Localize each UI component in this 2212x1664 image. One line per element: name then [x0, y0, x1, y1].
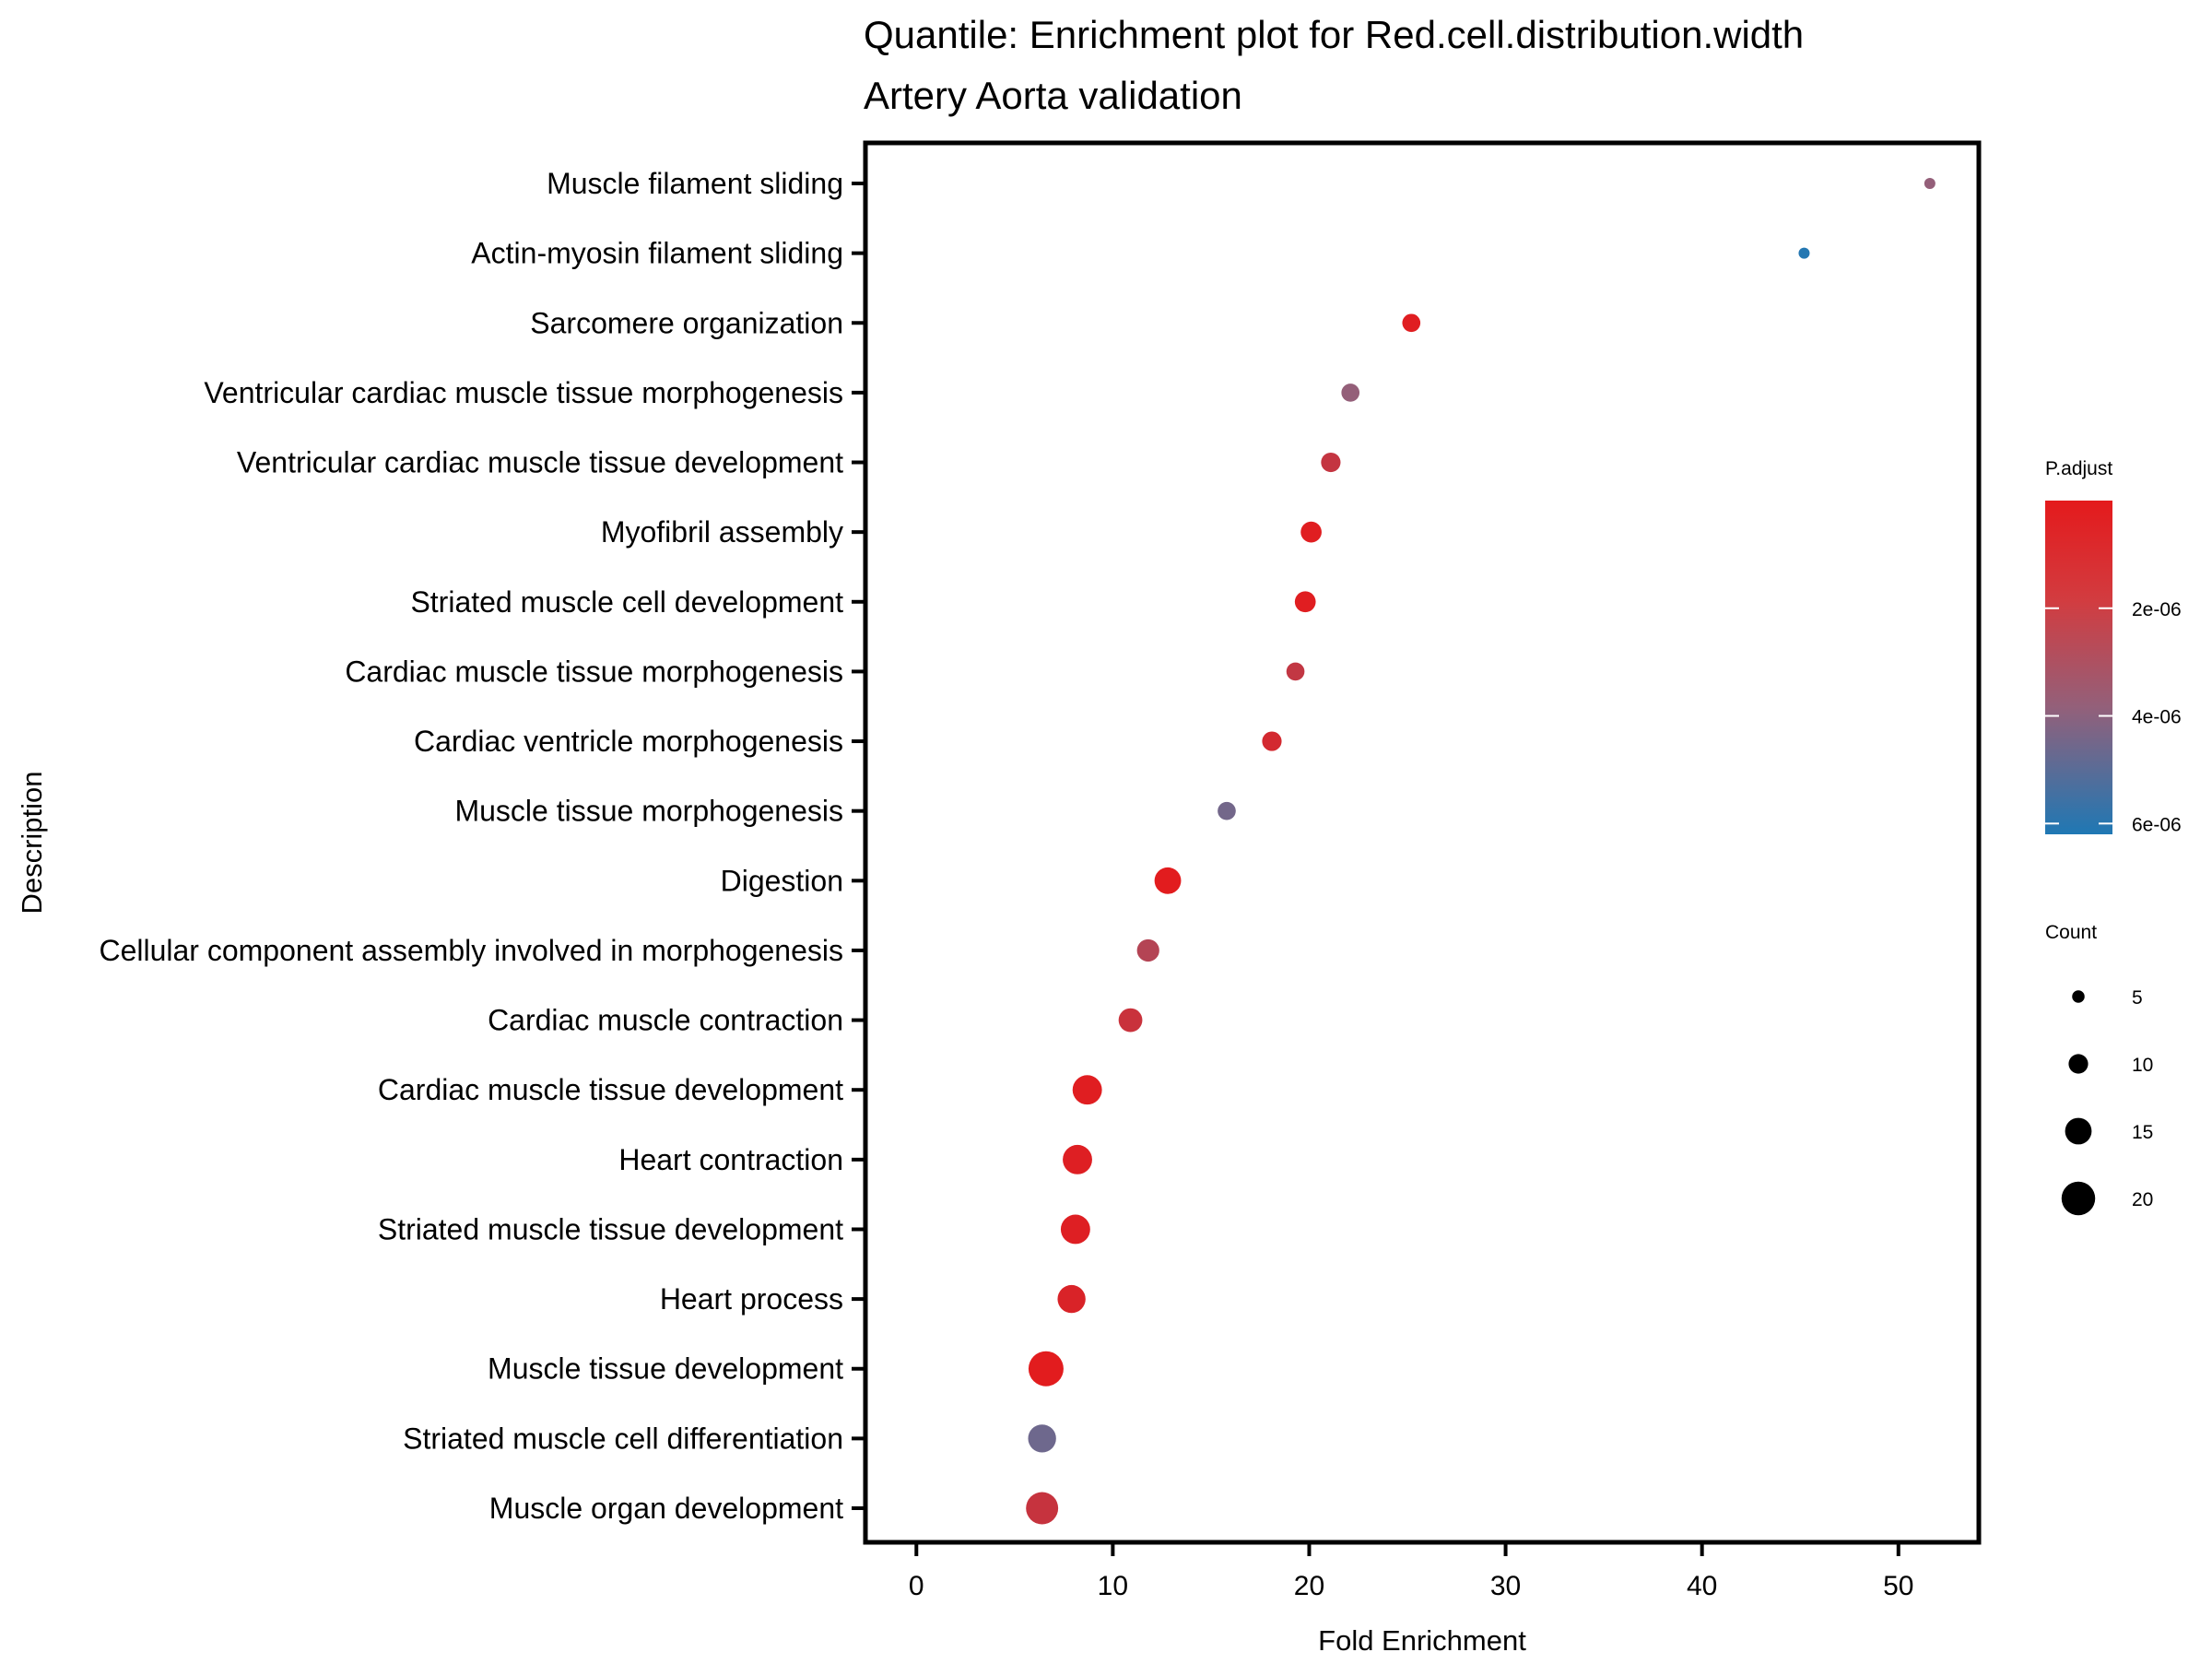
data-points	[1026, 178, 1936, 1525]
y-tick-label: Myofibril assembly	[601, 515, 843, 549]
enrichment-point	[1028, 1351, 1064, 1387]
y-tick-label: Muscle organ development	[489, 1492, 843, 1525]
enrichment-point	[1798, 247, 1810, 259]
enrichment-point	[1060, 1214, 1090, 1245]
size-legend-label: 10	[2132, 1055, 2153, 1076]
enrichment-point	[1118, 1008, 1143, 1033]
color-legend: P.adjust 2e-06 4e-06 6e-06	[2045, 458, 2182, 835]
y-tick-label: Cardiac muscle tissue morphogenesis	[345, 655, 843, 688]
color-legend-title: P.adjust	[2045, 458, 2112, 479]
plot-panel-border	[863, 140, 1982, 1545]
x-tick-label: 0	[909, 1571, 924, 1601]
enrichment-point	[1057, 1284, 1086, 1314]
color-legend-label: 2e-06	[2132, 599, 2182, 620]
enrichment-point	[1063, 1144, 1092, 1174]
chart-subtitle: Artery Aorta validation	[864, 74, 1242, 117]
y-tick-label: Ventricular cardiac muscle tissue develo…	[237, 446, 843, 479]
enrichment-point	[1154, 867, 1182, 894]
x-tick-label: 50	[1883, 1571, 1913, 1601]
color-legend-label: 6e-06	[2132, 814, 2182, 835]
enrichment-point	[1402, 313, 1421, 333]
y-tick-label: Cellular component assembly involved in …	[99, 934, 843, 967]
size-legend: Count 5 10 15 20	[2045, 922, 2153, 1216]
y-tick-label: Cardiac muscle contraction	[488, 1004, 843, 1037]
enrichment-point	[1262, 731, 1282, 751]
size-legend-label: 20	[2132, 1189, 2153, 1210]
size-legend-dot	[2065, 1117, 2092, 1145]
enrichment-point	[1026, 1492, 1059, 1525]
y-tick-label: Striated muscle tissue development	[378, 1212, 843, 1245]
enrichment-point	[1294, 591, 1316, 613]
x-tick-label: 40	[1687, 1571, 1717, 1601]
x-tick-label: 30	[1490, 1571, 1521, 1601]
y-tick-label: Actin-myosin filament sliding	[471, 237, 843, 270]
y-tick-label: Ventricular cardiac muscle tissue morpho…	[204, 376, 843, 409]
x-axis: 0 10 20 30 40 50	[909, 1542, 1913, 1601]
color-legend-bar	[2045, 501, 2112, 834]
y-tick-label: Muscle tissue development	[488, 1352, 843, 1386]
enrichment-point	[1321, 452, 1341, 473]
enrichment-point	[1218, 801, 1236, 820]
y-tick-label: Striated muscle cell development	[410, 585, 843, 619]
color-legend-label: 4e-06	[2132, 707, 2182, 728]
y-tick-label: Cardiac ventricle morphogenesis	[414, 725, 843, 758]
size-legend-items: 5 10 15 20	[2061, 987, 2153, 1216]
size-legend-dot	[2061, 1181, 2096, 1216]
enrichment-point	[1924, 178, 1936, 189]
y-tick-label: Heart process	[660, 1282, 843, 1316]
y-tick-label: Cardiac muscle tissue development	[378, 1073, 843, 1106]
x-axis-title: Fold Enrichment	[1318, 1624, 1526, 1657]
enrichment-point	[1300, 521, 1322, 543]
size-legend-title: Count	[2045, 922, 2097, 943]
y-tick-label: Heart contraction	[618, 1143, 843, 1176]
y-tick-label: Sarcomere organization	[530, 306, 843, 339]
size-legend-dot	[2068, 1054, 2088, 1074]
x-tick-label: 10	[1098, 1571, 1128, 1601]
size-legend-label: 5	[2132, 987, 2143, 1009]
enrichment-point	[1072, 1075, 1102, 1105]
color-legend-ticks: 2e-06 4e-06 6e-06	[2045, 599, 2182, 835]
enrichment-point	[1028, 1424, 1056, 1453]
enrichment-point	[1341, 384, 1360, 402]
y-tick-label: Muscle filament sliding	[547, 167, 843, 200]
size-legend-label: 15	[2132, 1122, 2153, 1143]
x-tick-label: 20	[1294, 1571, 1324, 1601]
chart-title: Quantile: Enrichment plot for Red.cell.d…	[864, 13, 1804, 56]
enrichment-point	[1136, 938, 1159, 962]
y-tick-label: Digestion	[721, 864, 843, 897]
enrichment-point	[1286, 662, 1305, 681]
y-tick-label: Striated muscle cell differentiation	[403, 1422, 843, 1455]
y-axis-title: Description	[16, 771, 48, 914]
size-legend-dot	[2072, 990, 2085, 1003]
y-tick-label: Muscle tissue morphogenesis	[454, 795, 843, 828]
y-axis-category-labels: Muscle filament sliding Actin-myosin fila…	[99, 167, 843, 1525]
